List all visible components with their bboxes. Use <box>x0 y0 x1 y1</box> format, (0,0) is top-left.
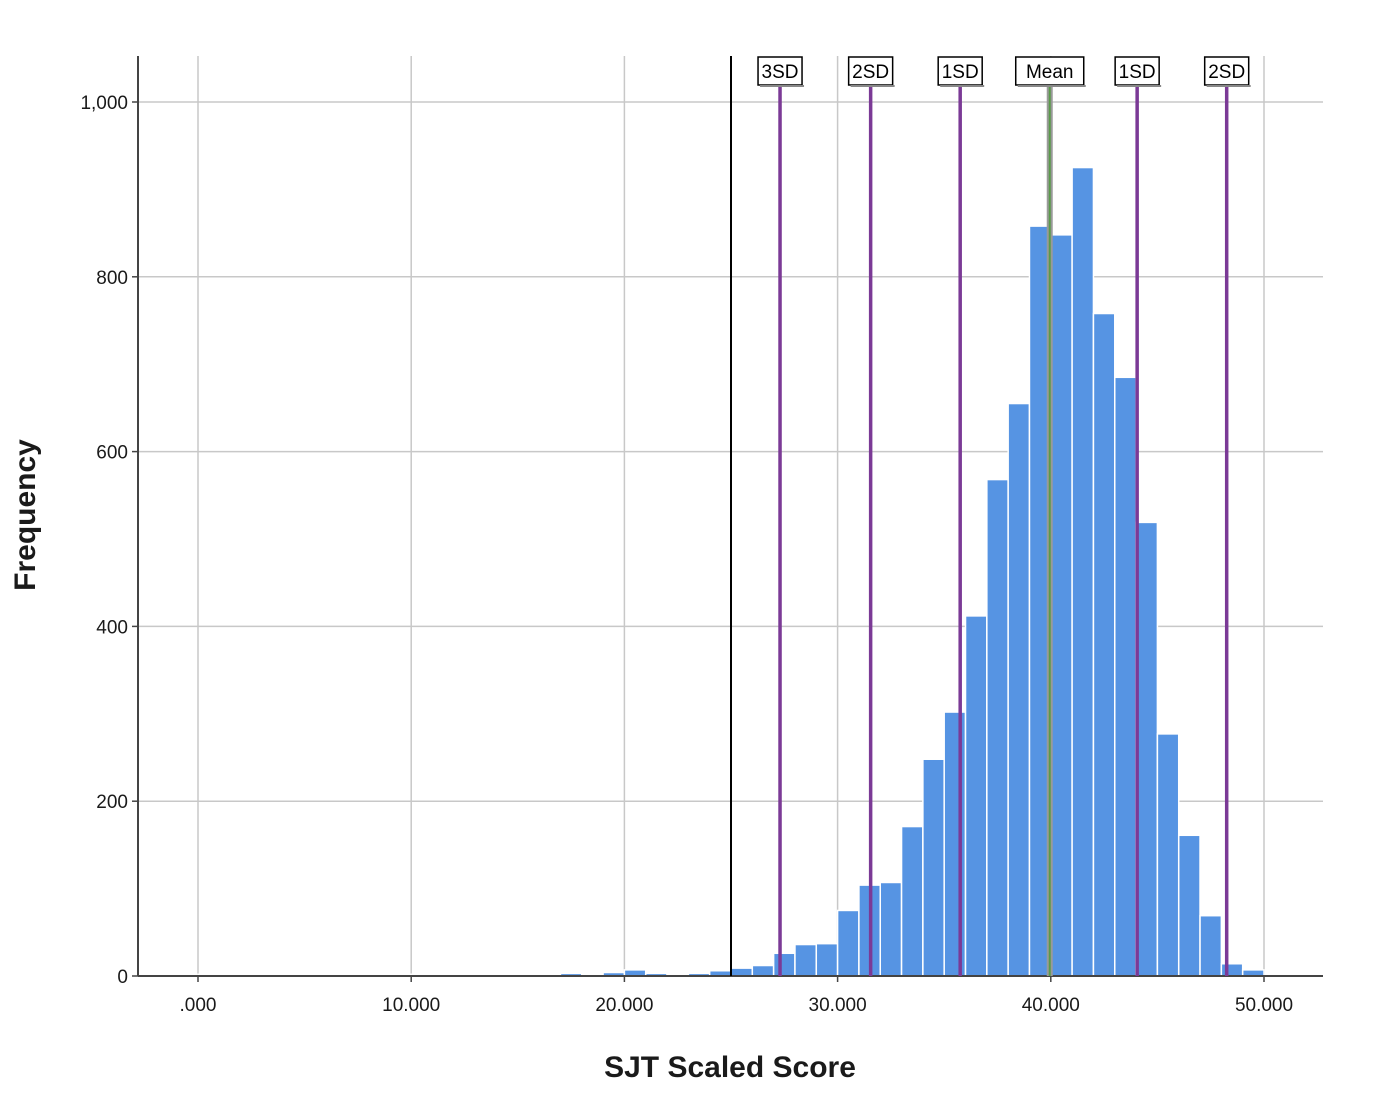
histogram-bar <box>1135 521 1159 977</box>
y-tick-label: 800 <box>96 268 128 289</box>
histogram-bar <box>1156 733 1180 977</box>
x-axis-title: SJT Scaled Score <box>604 1051 856 1084</box>
x-tick-labels: .000 10.000 20.000 30.000 40.000 50.000 <box>180 976 1293 1016</box>
reference-lines: 3SD 2SD 1SD Mean 1SD 2SD <box>730 56 1251 976</box>
y-tick-label: 0 <box>117 967 128 988</box>
reference-label: 2SD <box>852 62 889 83</box>
bars <box>197 166 1265 977</box>
reference-label: 3SD <box>762 62 799 83</box>
histogram-bar <box>815 942 839 977</box>
histogram-bar <box>1071 166 1095 977</box>
histogram-bar <box>730 967 754 977</box>
y-tick-labels: 0 200 400 600 800 1,000 <box>80 93 138 988</box>
y-tick-label: 200 <box>96 792 128 813</box>
histogram-bar <box>1177 834 1201 977</box>
histogram-bar <box>836 909 860 977</box>
y-tick-label: 600 <box>96 443 128 464</box>
histogram-bar <box>900 825 924 977</box>
histogram-bar <box>879 881 903 977</box>
reference-label-box <box>847 56 894 86</box>
reference-label: 2SD <box>1208 62 1245 83</box>
reference-label-box <box>1114 56 1160 86</box>
x-tick-label: 50.000 <box>1235 995 1293 1016</box>
y-tick-label: 400 <box>96 617 128 638</box>
histogram-bar <box>943 711 967 977</box>
x-tick-label: 20.000 <box>595 995 653 1016</box>
reference-label: 1SD <box>1119 62 1156 83</box>
y-axis-title: Frequency <box>9 439 42 591</box>
histogram-bar <box>1007 402 1031 977</box>
histogram-bar <box>772 952 796 977</box>
histogram-bar <box>794 943 818 977</box>
histogram-bar <box>1092 312 1116 977</box>
x-tick-label: 30.000 <box>809 995 867 1016</box>
reference-label-box <box>757 56 803 86</box>
histogram-bar <box>964 615 988 977</box>
x-tick-label: 10.000 <box>382 995 440 1016</box>
x-tick-label: 40.000 <box>1022 995 1080 1016</box>
histogram-bar <box>1114 376 1137 977</box>
reference-label: Mean <box>1026 62 1074 83</box>
histogram-bar <box>986 478 1009 977</box>
reference-label-box <box>937 56 983 86</box>
histogram-bar <box>922 758 945 977</box>
histogram-bar <box>1050 234 1073 977</box>
y-tick-label: 1,000 <box>80 93 128 114</box>
x-tick-label: .000 <box>180 995 217 1016</box>
histogram-bar <box>1220 963 1244 977</box>
histogram-bar <box>751 964 775 977</box>
histogram-bar <box>1199 914 1223 977</box>
reference-label: 1SD <box>942 62 979 83</box>
